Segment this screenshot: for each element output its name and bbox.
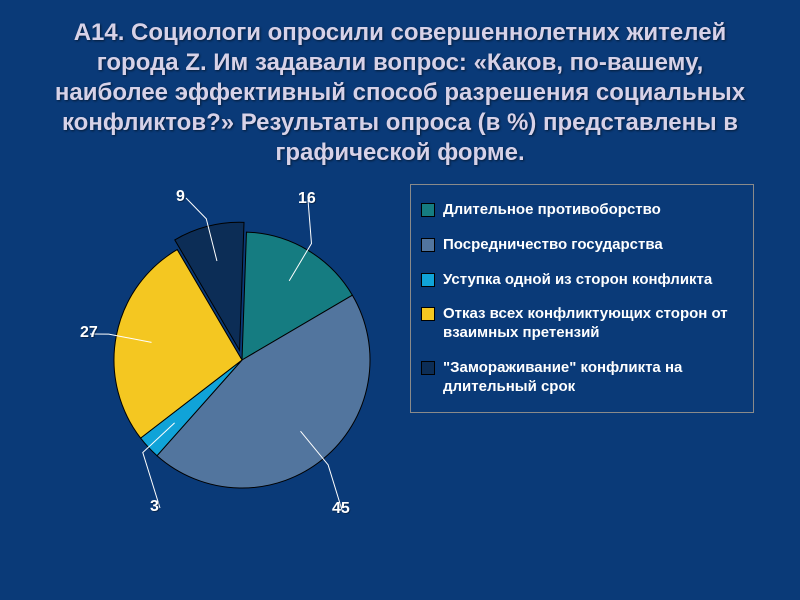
legend-label-3: Отказ всех конфликтующих сторон от взаим… (443, 305, 743, 343)
slice-label-4: 9 (176, 188, 185, 206)
chart-area: 16 45 3 27 9 Длительное противоборство П… (42, 176, 758, 536)
legend-swatch-1 (421, 238, 435, 252)
legend-swatch-3 (421, 307, 435, 321)
slice-label-0: 16 (298, 190, 316, 208)
slice-label-3: 27 (80, 324, 98, 342)
legend-label-4: "Замораживание" конфликта на длительный … (443, 359, 743, 397)
slide-root: А14. Социологи опросили совершеннолетних… (0, 0, 800, 600)
legend-label-0: Длительное противоборство (443, 201, 661, 220)
pie-chart: 16 45 3 27 9 (80, 190, 400, 520)
legend-swatch-4 (421, 361, 435, 375)
slice-label-2: 3 (150, 498, 159, 516)
slice-label-1: 45 (332, 500, 350, 518)
slide-title: А14. Социологи опросили совершеннолетних… (42, 18, 758, 168)
legend-item: Длительное противоборство (421, 201, 743, 220)
legend-item: Отказ всех конфликтующих сторон от взаим… (421, 305, 743, 343)
legend-label-2: Уступка одной из сторон конфликта (443, 271, 712, 290)
legend-item: Уступка одной из сторон конфликта (421, 271, 743, 290)
legend-swatch-0 (421, 203, 435, 217)
legend-swatch-2 (421, 273, 435, 287)
legend: Длительное противоборство Посредничество… (410, 184, 754, 413)
legend-item: Посредничество государства (421, 236, 743, 255)
pie-svg (80, 190, 400, 520)
legend-label-1: Посредничество государства (443, 236, 663, 255)
legend-item: "Замораживание" конфликта на длительный … (421, 359, 743, 397)
